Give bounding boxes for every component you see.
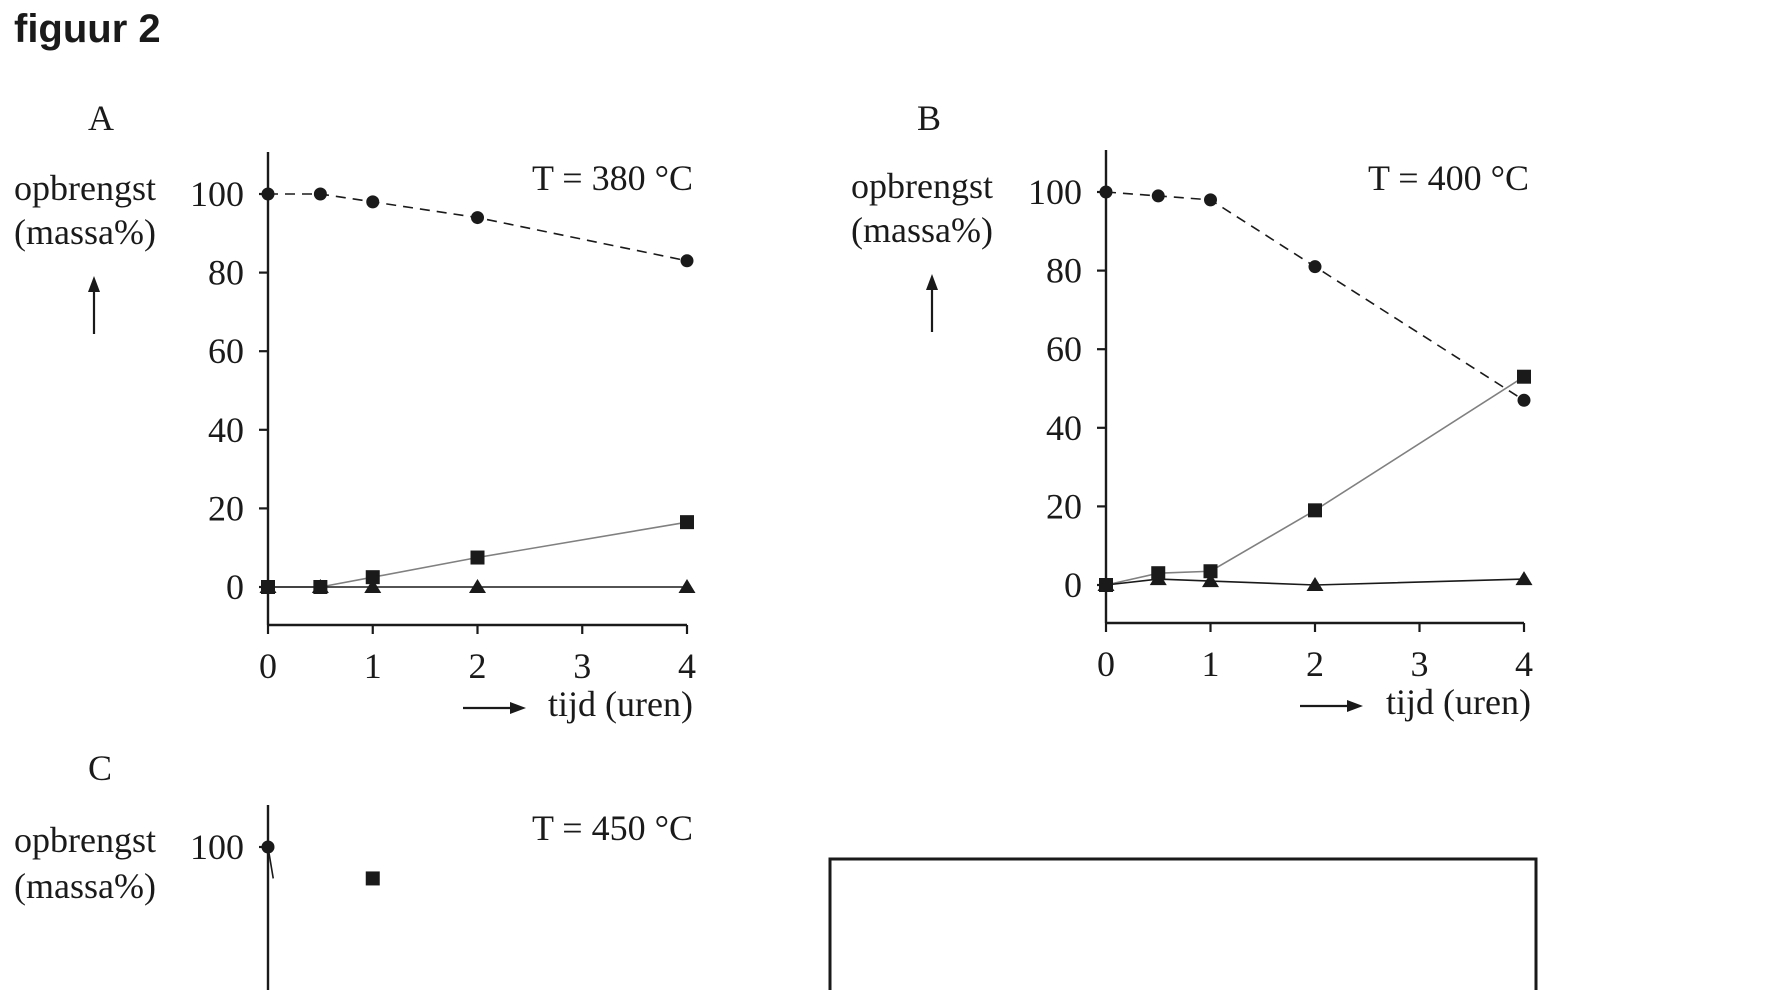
data-point-triangle-a xyxy=(469,579,486,593)
x-tick-label-b: 1 xyxy=(1202,644,1220,684)
y-tick-label-a: 40 xyxy=(208,410,244,450)
series-line-squares-b xyxy=(1105,376,1525,586)
x-axis-arrow-a xyxy=(463,702,526,714)
y-tick-label-a: 20 xyxy=(208,488,244,528)
panel-label-b: B xyxy=(917,98,941,138)
y-axis-arrow-a xyxy=(88,276,100,334)
y-tick-label-b: 40 xyxy=(1046,408,1082,448)
x-tick-label-a: 2 xyxy=(469,646,487,686)
figure-title: figuur 2 xyxy=(14,7,161,51)
y-tick-label-b: 20 xyxy=(1046,486,1082,526)
series-line-circles-a xyxy=(268,193,688,262)
legend-box xyxy=(828,857,1538,990)
data-point-circle-b xyxy=(1204,193,1217,207)
data-point-square-b xyxy=(1203,564,1218,579)
y-tick-label-a: 80 xyxy=(208,253,244,293)
data-point-square-a xyxy=(680,515,694,530)
data-point-square-b xyxy=(1308,503,1322,518)
data-point-circle-a xyxy=(261,187,275,201)
chart-panel-c: C opbrengst (massa%) T = 450 °C 100 xyxy=(14,748,693,990)
x-axis-label-b: tijd (uren) xyxy=(1386,682,1531,722)
data-point-circle-b xyxy=(1099,185,1113,199)
data-point-triangle-b xyxy=(1202,573,1219,588)
data-point-triangle-b xyxy=(1306,577,1324,591)
x-tick-label-a: 0 xyxy=(259,646,277,686)
chart-panel-a: A opbrengst (massa%) T = 380 °C tijd (ur… xyxy=(14,98,696,724)
y-axis-arrow-b xyxy=(926,274,938,332)
temperature-annotation-c: T = 450 °C xyxy=(532,808,693,848)
y-tick-label-b: 0 xyxy=(1064,565,1082,605)
x-tick-label-b: 4 xyxy=(1515,644,1533,684)
y-axis-label-b-line1: opbrengst xyxy=(851,166,993,206)
x-tick-label-a: 4 xyxy=(678,646,696,686)
y-tick-label-a: 60 xyxy=(208,331,244,371)
data-point-triangle-b xyxy=(1097,577,1115,591)
x-tick-label-a: 3 xyxy=(573,646,591,686)
data-point-circle-b xyxy=(1308,260,1322,274)
y-tick-label-a: 100 xyxy=(190,174,244,214)
y-axis-label-b-line2: (massa%) xyxy=(851,210,993,250)
y-axis-label-c-line2: (massa%) xyxy=(14,866,156,906)
temperature-annotation-a: T = 380 °C xyxy=(532,158,693,198)
y-tick-label-c: 100 xyxy=(190,827,244,867)
panel-label-c: C xyxy=(88,748,112,788)
y-tick-label-a: 0 xyxy=(226,567,244,607)
data-point-circle-a xyxy=(471,211,484,225)
y-tick-label-b: 60 xyxy=(1046,329,1082,369)
data-point-triangle-a xyxy=(259,579,277,593)
data-point-triangle-a xyxy=(364,579,382,593)
data-point-triangle-a xyxy=(311,579,329,593)
temperature-annotation-b: T = 400 °C xyxy=(1368,158,1529,198)
series-line-circles-b xyxy=(1105,191,1525,401)
data-point-square-b xyxy=(1517,369,1531,384)
data-point-square-a xyxy=(365,570,380,585)
data-point-circle-a xyxy=(680,254,694,268)
data-point-triangle-b xyxy=(1149,571,1167,586)
data-point-triangle-a xyxy=(678,579,696,593)
panel-label-a: A xyxy=(88,98,114,138)
y-tick-label-b: 80 xyxy=(1046,251,1082,291)
x-tick-label-b: 2 xyxy=(1306,644,1324,684)
data-point-square-c xyxy=(365,871,380,886)
chart-panel-b: B opbrengst (massa%) T = 400 °C tijd (ur… xyxy=(851,98,1533,722)
data-point-circle-c xyxy=(261,840,275,854)
data-point-circle-a xyxy=(366,195,380,209)
x-tick-label-b: 0 xyxy=(1097,644,1115,684)
data-point-circle-a xyxy=(313,187,327,201)
data-point-square-a xyxy=(470,550,485,565)
data-point-circle-b xyxy=(1151,189,1165,203)
data-point-triangle-b xyxy=(1515,571,1533,586)
y-axis-label-a-line1: opbrengst xyxy=(14,168,156,208)
data-point-circle-b xyxy=(1517,393,1531,407)
x-tick-label-a: 1 xyxy=(364,646,382,686)
y-axis-label-a-line2: (massa%) xyxy=(14,212,156,252)
x-axis-arrow-b xyxy=(1300,700,1363,712)
x-axis-label-a: tijd (uren) xyxy=(548,684,693,724)
y-tick-label-b: 100 xyxy=(1028,172,1082,212)
x-tick-label-b: 3 xyxy=(1411,644,1429,684)
y-axis-label-c-line1: opbrengst xyxy=(14,820,156,860)
